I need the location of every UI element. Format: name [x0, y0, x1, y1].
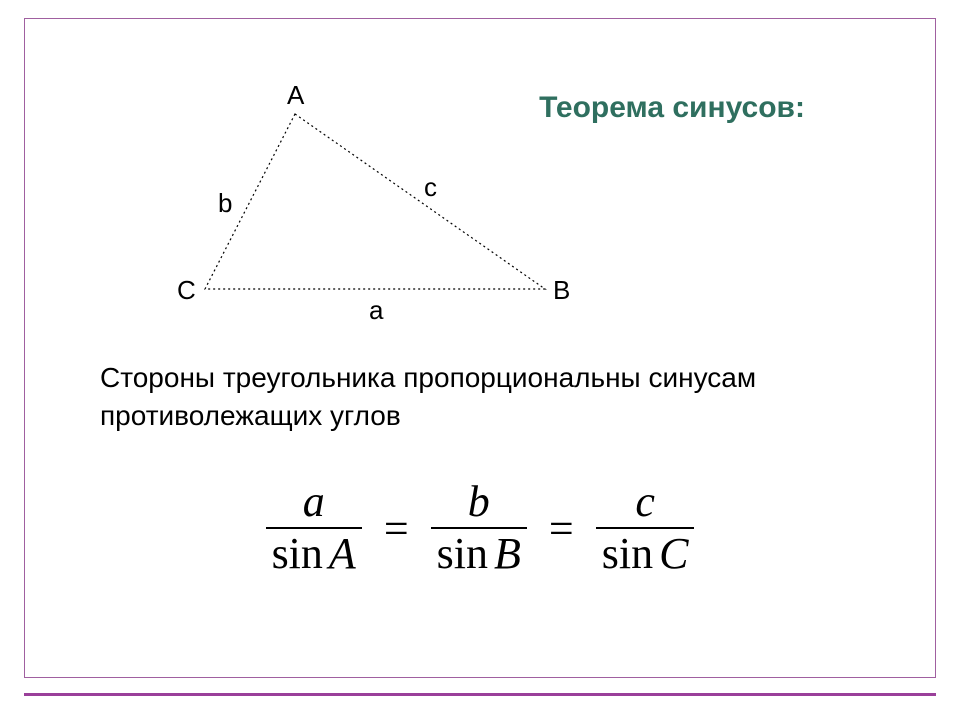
equals-sign: =: [549, 503, 574, 554]
law-of-sines-formula: a sinA = b sinB = c: [25, 479, 935, 577]
side-label-b: b: [218, 188, 232, 219]
content-card: Теорема синусов: A B C a b c Стороны тре…: [24, 18, 936, 678]
denominator: sinB: [431, 529, 527, 577]
denominator: sinA: [266, 529, 362, 577]
denominator: sinC: [596, 529, 695, 577]
fn-arg: A: [323, 529, 356, 578]
triangle-svg: [145, 94, 575, 334]
theorem-statement: Стороны треугольника пропорциональны син…: [100, 359, 860, 435]
fraction-2: b sinB: [431, 479, 527, 577]
fn: sin: [437, 529, 488, 578]
fraction-1: a sinA: [266, 479, 362, 577]
theorem-title: Теорема синусов:: [539, 91, 805, 125]
vertex-label-b: B: [553, 275, 570, 306]
side-label-a: a: [369, 295, 383, 326]
equals-sign: =: [384, 503, 409, 554]
numerator: c: [629, 479, 661, 527]
numerator: b: [462, 479, 496, 527]
vertex-label-c: C: [177, 275, 196, 306]
numerator: a: [297, 479, 331, 527]
fn-arg: B: [488, 529, 521, 578]
triangle-shape: [205, 114, 545, 289]
side-label-c: c: [424, 172, 437, 203]
formula-row: a sinA = b sinB = c: [266, 479, 695, 577]
vertex-label-a: A: [287, 80, 304, 111]
triangle-diagram: A B C a b c: [145, 94, 575, 334]
fn: sin: [602, 529, 653, 578]
fn: sin: [272, 529, 323, 578]
bottom-horizontal-rule: [24, 693, 936, 696]
slide-outer: Теорема синусов: A B C a b c Стороны тре…: [0, 0, 960, 720]
fn-arg: C: [653, 529, 688, 578]
fraction-3: c sinC: [596, 479, 695, 577]
